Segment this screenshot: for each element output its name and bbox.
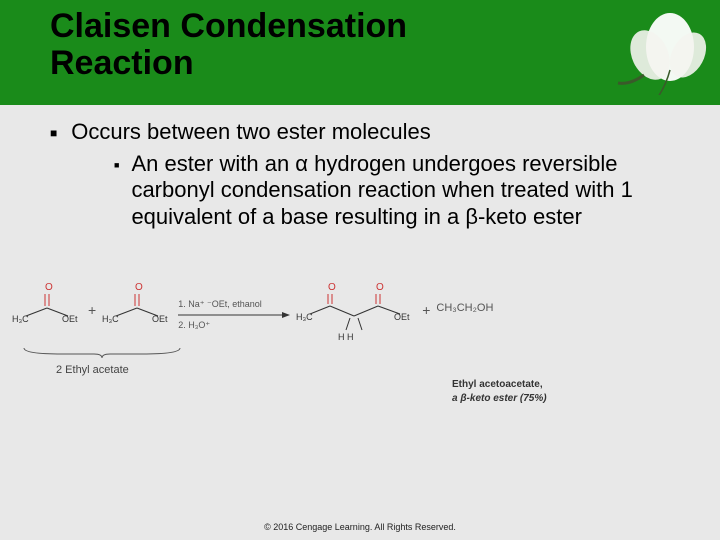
bullet-square-icon: ■	[50, 119, 57, 147]
reactant1-right: OEt	[62, 314, 78, 324]
reaction-conditions: 1. Na⁺ ⁻OEt, ethanol 2. H₃O⁺	[178, 280, 290, 331]
reaction-arrow-icon	[178, 311, 290, 319]
main-bullet-text: Occurs between two ester molecules	[71, 119, 431, 147]
product-caption-l2: a β-keto ester (75%)	[452, 393, 547, 404]
reactant-2: O H₃C OEt	[102, 280, 172, 332]
brace-icon	[22, 346, 182, 360]
product: O O H₃C OEt H H	[296, 280, 416, 348]
sub-bullet: ■ An ester with an α hydrogen undergoes …	[114, 151, 690, 230]
slide-content: ■ Occurs between two ester molecules ■ A…	[0, 105, 720, 230]
reaction-scheme: O H₃C OEt + O H₃C OEt 1. Na⁺ ⁻OEt, ethan…	[0, 280, 720, 348]
reagent-line-1: 1. Na⁺ ⁻OEt, ethanol	[178, 298, 262, 311]
plus-2: +	[422, 302, 430, 318]
sub-bullet-text: An ester with an α hydrogen undergoes re…	[131, 151, 690, 230]
product-caption: Ethyl acetoacetate, a β-keto ester (75%)	[452, 378, 547, 405]
flower-decoration	[600, 5, 710, 95]
svg-text:O: O	[135, 282, 143, 293]
svg-text:O: O	[45, 282, 53, 293]
product-hh: H H	[338, 332, 354, 342]
product-right: OEt	[394, 312, 410, 322]
title-line-2: Reaction	[50, 44, 194, 82]
reactant-caption: 2 Ethyl acetate	[56, 364, 129, 376]
byproduct: CH₃CH₂OH	[436, 302, 493, 314]
plus-1: +	[88, 302, 96, 318]
product-caption-l1: Ethyl acetoacetate,	[452, 379, 543, 390]
product-left: H₃C	[296, 312, 313, 322]
reagent-line-2: 2. H₃O⁺	[178, 319, 210, 332]
svg-text:O: O	[328, 282, 336, 293]
slide-header: Claisen Condensation Reaction	[0, 0, 720, 105]
title-line-1: Claisen Condensation	[50, 7, 407, 45]
bullet-square-icon: ■	[114, 151, 119, 230]
svg-text:O: O	[376, 282, 384, 293]
reactant2-right: OEt	[152, 314, 168, 324]
copyright-footer: © 2016 Cengage Learning. All Rights Rese…	[0, 522, 720, 532]
main-bullet: ■ Occurs between two ester molecules	[50, 119, 690, 147]
reactant2-left: H₃C	[102, 314, 119, 324]
reactant-1: O H₃C OEt	[12, 280, 82, 332]
reactant1-left: H₃C	[12, 314, 29, 324]
